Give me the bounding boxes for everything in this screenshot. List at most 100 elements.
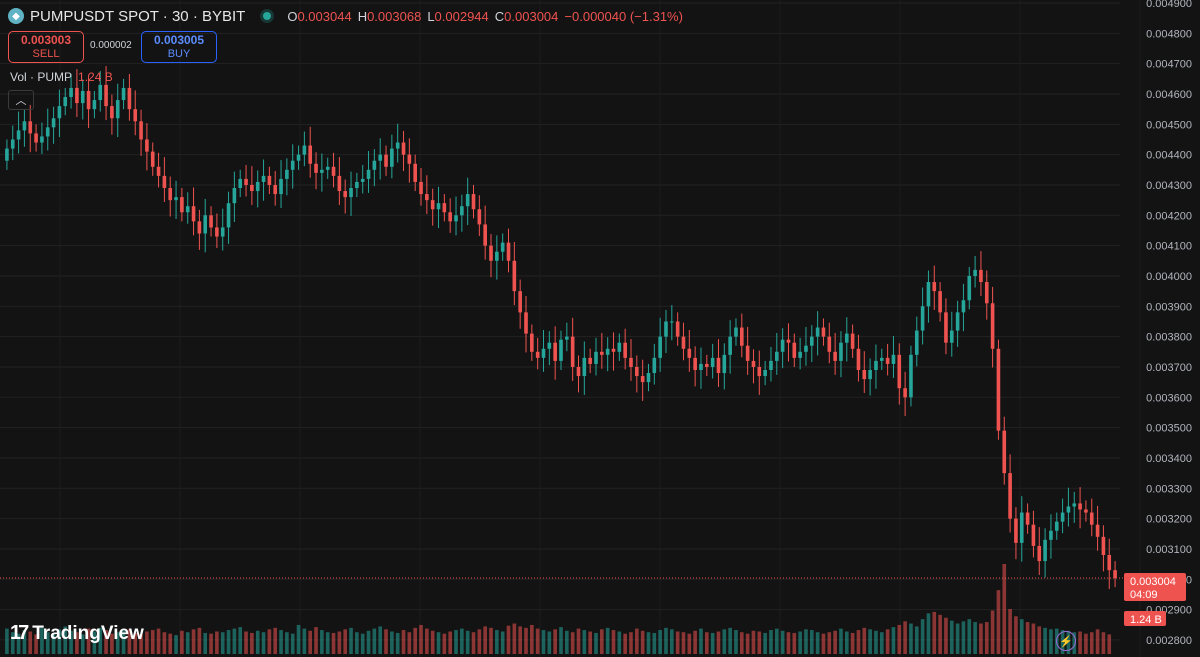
sell-button[interactable]: 0.003003 SELL	[8, 31, 84, 63]
volume-bar	[611, 630, 616, 654]
volume-bar	[530, 624, 534, 654]
volume-bar	[40, 627, 44, 654]
volume-bar	[658, 630, 662, 654]
price-axis: 0.004900 0.004800 0.004700 0.004600 0.004500…	[1146, 0, 1192, 647]
candle-body	[868, 369, 872, 380]
price-tag-box	[1124, 573, 1186, 601]
volume-bar	[115, 632, 120, 654]
candle-body	[646, 373, 651, 383]
price-axis-label: 0.004500	[1146, 119, 1192, 131]
candle-body	[792, 342, 797, 358]
volume-bars	[5, 564, 1112, 654]
candle-body	[121, 87, 126, 101]
candle-body	[203, 215, 208, 234]
volume-bar	[395, 632, 400, 654]
volume-bar	[378, 626, 383, 654]
volume-bar	[448, 631, 452, 654]
volume-bar	[827, 632, 832, 654]
price-axis-label: 0.004100	[1146, 241, 1192, 253]
volume-bar	[460, 628, 464, 654]
volume-bar	[10, 632, 15, 654]
candle-body	[92, 100, 97, 110]
volume-bar	[419, 624, 423, 654]
volume-bar	[745, 633, 750, 654]
candle-body	[150, 151, 155, 167]
price-axis-label: 0.003400	[1146, 453, 1192, 465]
volume-bar	[635, 628, 639, 654]
lightning-icon[interactable]: ⚡	[1056, 631, 1076, 651]
last-price-tag: 0.003004 04:09	[1124, 573, 1186, 601]
volume-bar	[600, 629, 604, 654]
volume-bar	[145, 631, 149, 654]
volume-bar	[535, 628, 540, 654]
volume-bar	[495, 630, 499, 654]
candle-body	[949, 330, 954, 343]
ohlc-low: L0.002944	[427, 8, 489, 24]
volume-bar	[133, 632, 138, 654]
candle-body	[640, 376, 645, 383]
candle-body	[751, 360, 756, 367]
tradingview-logo: 17 TradingView	[10, 622, 144, 645]
volume-bar	[308, 630, 313, 654]
candle-body	[1072, 503, 1077, 507]
candle-body	[1019, 512, 1024, 543]
candle-body	[786, 339, 791, 343]
volume-bar	[786, 632, 791, 654]
buy-label: BUY	[167, 48, 191, 60]
volume-bar	[1025, 622, 1030, 654]
volume-bar	[360, 633, 365, 654]
volume-bar	[185, 632, 190, 654]
volume-bar	[1002, 564, 1007, 654]
candle-body	[378, 154, 383, 161]
volume-bar	[705, 632, 709, 654]
ohlc-open: O0.003044	[287, 8, 352, 24]
volume-bar	[22, 630, 27, 654]
candle-body	[401, 142, 406, 155]
volume-bar	[139, 634, 143, 654]
volume-bar	[897, 624, 902, 654]
price-axis-label: 0.004800	[1146, 28, 1192, 40]
sell-label: SELL	[32, 48, 60, 60]
symbol-title[interactable]: PUMPUSDT SPOT · 30 · BYBIT	[30, 7, 246, 25]
symbol-header: ◆ PUMPUSDT SPOT · 30 · BYBIT O0.003044 H…	[8, 4, 683, 28]
candle-body	[763, 369, 767, 377]
candle-body	[250, 184, 254, 192]
candle-body	[407, 154, 412, 164]
candle-body	[162, 175, 167, 189]
candle-body	[296, 154, 301, 161]
candle-body	[862, 369, 867, 380]
buy-button[interactable]: 0.003005 BUY	[141, 31, 217, 63]
volume-bar	[180, 630, 184, 654]
candle-body	[973, 269, 977, 276]
volume-bar	[150, 630, 155, 654]
tradingview-mark-icon: 17	[10, 622, 29, 644]
candle-body	[1084, 509, 1088, 513]
candle-body	[168, 188, 173, 201]
candle-body	[45, 127, 50, 137]
volume-legend[interactable]: Vol · PUMP 1.24 B	[10, 70, 113, 84]
candle-body	[530, 333, 534, 352]
candle-body	[594, 351, 598, 364]
volume-bar	[751, 630, 756, 654]
volume-tag: 1.24 B	[1124, 611, 1166, 626]
candle-body	[1014, 518, 1018, 543]
chevron-up-icon[interactable]: ︿	[8, 90, 34, 110]
volume-bar	[261, 632, 266, 654]
candle-body	[600, 351, 604, 355]
candle-body	[110, 106, 114, 119]
candle-body	[349, 188, 353, 198]
volume-legend-label: Vol · PUMP	[10, 70, 73, 84]
ohlc-close: C0.003004	[494, 8, 559, 24]
volume-bar	[1095, 629, 1100, 654]
volume-bar	[302, 628, 307, 654]
candle-body	[372, 160, 377, 170]
volume-bar	[296, 624, 301, 654]
candle-body	[856, 348, 861, 370]
candle-body	[115, 100, 120, 119]
candle-body	[809, 336, 814, 346]
candle-body	[360, 178, 365, 182]
volume-bar	[518, 626, 522, 654]
candle-body	[145, 139, 149, 152]
volume-bar	[652, 632, 657, 654]
